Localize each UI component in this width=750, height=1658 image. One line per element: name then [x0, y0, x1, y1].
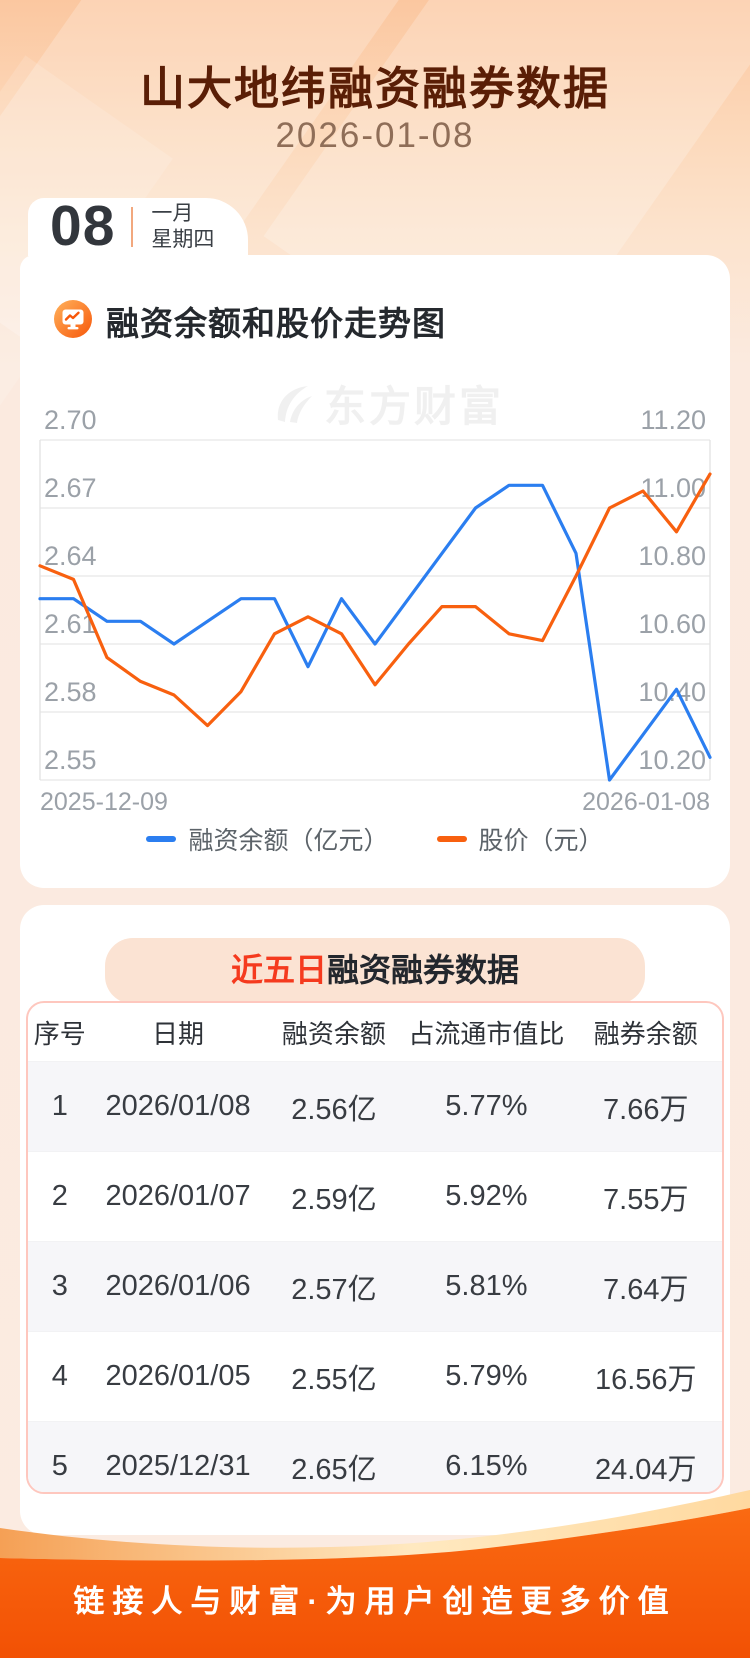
table-cell: 7.55万 — [603, 1183, 689, 1216]
table-cell: 5 — [51, 1450, 68, 1482]
table-cell: 2.55亿 — [291, 1363, 377, 1396]
table-cell: 2.56亿 — [291, 1093, 377, 1126]
axis-tick-label: 2.70 — [44, 405, 97, 435]
table-cell: 5.81% — [445, 1270, 528, 1302]
series-line-right — [38, 472, 712, 728]
chart-legend: 融资余额（亿元） 股价（元） — [20, 821, 730, 857]
axis-tick-label: 2025-12-09 — [40, 788, 168, 816]
chart-card: 融资余额和股价走势图 东方财富 2.70 2.67 2.64 2.61 2.58 2.55… — [20, 255, 730, 888]
table-cell: 3 — [51, 1270, 68, 1302]
trend-chart: 2.702.672.642.612.582.5511.2011.0010.801… — [38, 405, 712, 816]
axis-tick-label: 2.67 — [44, 473, 97, 503]
table-cell: 6.15% — [445, 1450, 528, 1482]
table-card: 近五日融资融券数据 东方财富 序号日期融资余额占流通市值比融券余额12026/0… — [20, 905, 730, 1535]
footer-slogan: 链接人与财富·为用户创造更多价值 — [73, 1584, 677, 1619]
table-row: 3 2026/01/06 2.57亿 5.81% 7.64万 — [28, 1241, 722, 1332]
table-cell: 2 — [51, 1180, 68, 1212]
table-row: 1 2026/01/08 2.56亿 5.77% 7.66万 — [28, 1061, 722, 1152]
legend-label: 股价（元） — [478, 827, 604, 855]
axis-tick-label: 10.20 — [638, 745, 706, 775]
table-cell: 4 — [51, 1360, 68, 1392]
column-header: 序号 — [33, 1018, 86, 1049]
table-cell: 5.79% — [445, 1360, 528, 1392]
chart-icon — [54, 299, 92, 343]
table-header-row: 序号 日期 融资余额 占流通市值比 融券余额 — [28, 1003, 722, 1062]
axis-tick-label: 10.60 — [638, 609, 706, 639]
column-header: 融资余额 — [281, 1018, 386, 1049]
axis-tick-label: 10.40 — [638, 677, 706, 707]
header-date: 2026-01-08 — [275, 116, 475, 155]
column-header: 占流通市值比 — [408, 1018, 565, 1049]
table-cell: 2026/01/06 — [105, 1270, 251, 1302]
axis-tick-label: 2026-01-08 — [582, 788, 710, 816]
column-header: 日期 — [152, 1018, 205, 1049]
date-weekday: 星期四 — [151, 228, 215, 251]
table-cell: 5.92% — [445, 1180, 528, 1212]
table-row: 4 2026/01/05 2.55亿 5.79% 16.56万 — [28, 1331, 722, 1422]
axis-tick-label: 2.58 — [44, 677, 97, 707]
date-divider — [131, 207, 134, 247]
legend-swatch — [436, 836, 467, 842]
margin-data-table-wrap: 序号 日期 融资余额 占流通市值比 融券余额 1 2026/01/08 2.56亿 5.77% 7… — [26, 1001, 724, 1494]
table-cell: 2.59亿 — [291, 1183, 377, 1216]
table-cell: 2026/01/08 — [105, 1090, 251, 1122]
footer-wave — [0, 1490, 750, 1658]
date-card: 08 一月 星期四 — [28, 194, 248, 258]
legend-item: 融资余额（亿元） — [146, 821, 389, 857]
table-row: 2 2026/01/07 2.59亿 5.92% 7.55万 — [28, 1151, 722, 1242]
footer: 链接人与财富·为用户创造更多价值 — [0, 1480, 750, 1658]
table-cell: 2.65亿 — [291, 1453, 377, 1486]
axis-tick-label: 10.80 — [638, 541, 706, 571]
table-banner: 近五日融资融券数据 — [105, 938, 645, 1004]
chart-section-title: 融资余额和股价走势图 — [106, 305, 446, 342]
table-cell: 2026/01/07 — [105, 1180, 251, 1212]
margin-data-table: 序号 日期 融资余额 占流通市值比 融券余额 1 2026/01/08 2.56亿 5.77% 7… — [28, 1003, 722, 1492]
legend-swatch — [146, 836, 177, 842]
table-title-highlight: 近五日 — [230, 952, 327, 988]
axis-tick-label: 11.20 — [640, 405, 706, 435]
table-cell: 2.57亿 — [291, 1273, 377, 1306]
page-title: 山大地纬融资融券数据 — [139, 63, 610, 114]
table-row: 5 2025/12/31 2.65亿 6.15% 24.04万 — [28, 1421, 722, 1492]
axis-tick-label: 2.55 — [44, 745, 97, 775]
legend-label: 融资余额（亿元） — [188, 827, 389, 855]
table-cell: 7.66万 — [603, 1093, 689, 1126]
series-line-left — [38, 483, 712, 782]
column-header: 融券余额 — [593, 1018, 698, 1049]
table-cell: 2025/12/31 — [105, 1450, 251, 1482]
date-day: 08 — [50, 194, 116, 258]
table-cell: 1 — [51, 1090, 68, 1122]
date-month: 一月 — [151, 202, 194, 225]
table-cell: 5.77% — [445, 1090, 528, 1122]
axis-tick-label: 2.64 — [44, 541, 97, 571]
table-title-rest: 融资融券数据 — [327, 952, 520, 988]
table-cell: 24.04万 — [594, 1453, 697, 1486]
legend-item: 股价（元） — [436, 821, 604, 857]
table-cell: 16.56万 — [594, 1363, 697, 1396]
table-cell: 2026/01/05 — [105, 1360, 251, 1392]
table-cell: 7.64万 — [603, 1273, 689, 1306]
